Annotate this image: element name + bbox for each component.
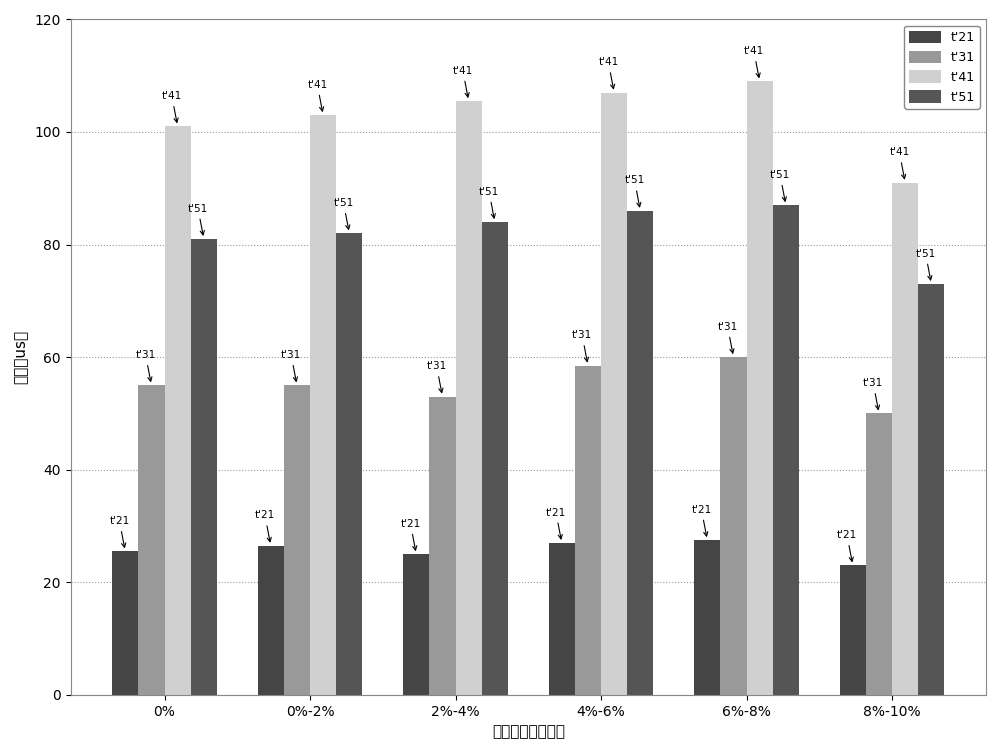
Bar	[627, 211, 653, 695]
Text: t'41: t'41	[162, 91, 182, 123]
Bar	[892, 183, 918, 695]
Text: t'21: t'21	[109, 516, 130, 547]
Text: t'51: t'51	[915, 248, 936, 280]
Y-axis label: 时间（us）: 时间（us）	[14, 330, 29, 384]
Bar	[336, 233, 362, 695]
Text: t'31: t'31	[718, 322, 738, 353]
Text: t'31: t'31	[281, 350, 301, 381]
X-axis label: 不同时间游走范围: 不同时间游走范围	[492, 724, 565, 739]
Bar	[165, 127, 191, 695]
Bar	[138, 386, 165, 695]
Bar	[601, 93, 627, 695]
Text: t'41: t'41	[453, 66, 473, 97]
Bar	[456, 101, 482, 695]
Bar	[112, 551, 138, 695]
Bar	[482, 222, 508, 695]
Bar	[866, 413, 892, 695]
Text: t'51: t'51	[770, 170, 790, 201]
Bar	[310, 115, 336, 695]
Bar	[773, 205, 799, 695]
Bar	[747, 81, 773, 695]
Text: t'21: t'21	[400, 519, 421, 550]
Bar	[258, 546, 284, 695]
Text: t'21: t'21	[255, 511, 275, 541]
Text: t'41: t'41	[744, 46, 764, 78]
Text: t'31: t'31	[136, 350, 156, 381]
Text: t'31: t'31	[572, 331, 592, 361]
Text: t'31: t'31	[863, 378, 883, 410]
Bar	[284, 386, 310, 695]
Text: t'21: t'21	[837, 530, 857, 562]
Bar	[191, 239, 217, 695]
Bar	[694, 540, 720, 695]
Text: t'41: t'41	[889, 148, 910, 178]
Bar	[840, 566, 866, 695]
Text: t'51: t'51	[188, 203, 208, 235]
Bar	[918, 284, 944, 695]
Text: t'51: t'51	[479, 187, 499, 218]
Bar	[720, 357, 747, 695]
Bar	[403, 554, 429, 695]
Legend: t'21, t'31, t'41, t'51: t'21, t'31, t'41, t'51	[904, 26, 980, 109]
Text: t'41: t'41	[598, 57, 618, 89]
Bar	[429, 397, 456, 695]
Bar	[575, 365, 601, 695]
Bar	[549, 543, 575, 695]
Text: t'21: t'21	[691, 505, 712, 536]
Text: t'41: t'41	[307, 80, 327, 111]
Text: t'21: t'21	[546, 508, 566, 539]
Text: t'31: t'31	[427, 361, 447, 392]
Text: t'51: t'51	[624, 175, 645, 207]
Text: t'51: t'51	[333, 198, 354, 230]
